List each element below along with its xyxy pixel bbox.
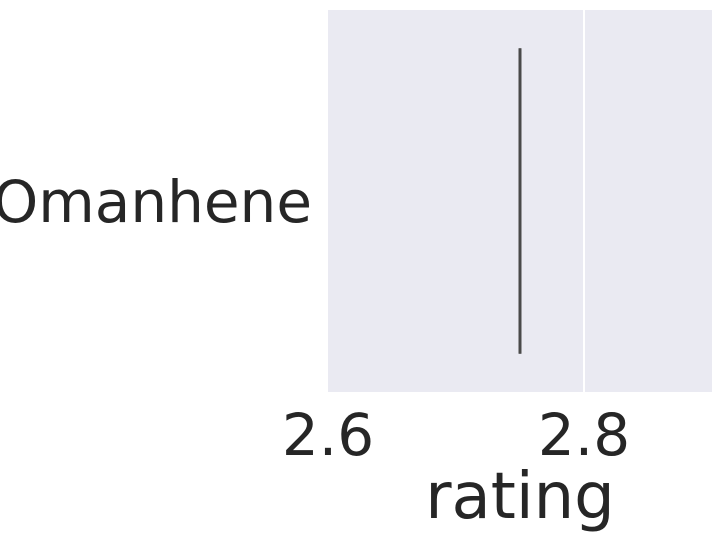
x-axis-label: rating <box>425 460 615 534</box>
x-tick-label: 2.8 <box>538 401 630 469</box>
y-tick-label: Omanhene <box>0 168 312 236</box>
x-tick-labels: 2.6 2.8 <box>282 401 630 469</box>
x-tick-label: 2.6 <box>282 401 374 469</box>
box-marks <box>518 48 522 354</box>
y-tick-labels: Omanhene <box>0 168 312 236</box>
